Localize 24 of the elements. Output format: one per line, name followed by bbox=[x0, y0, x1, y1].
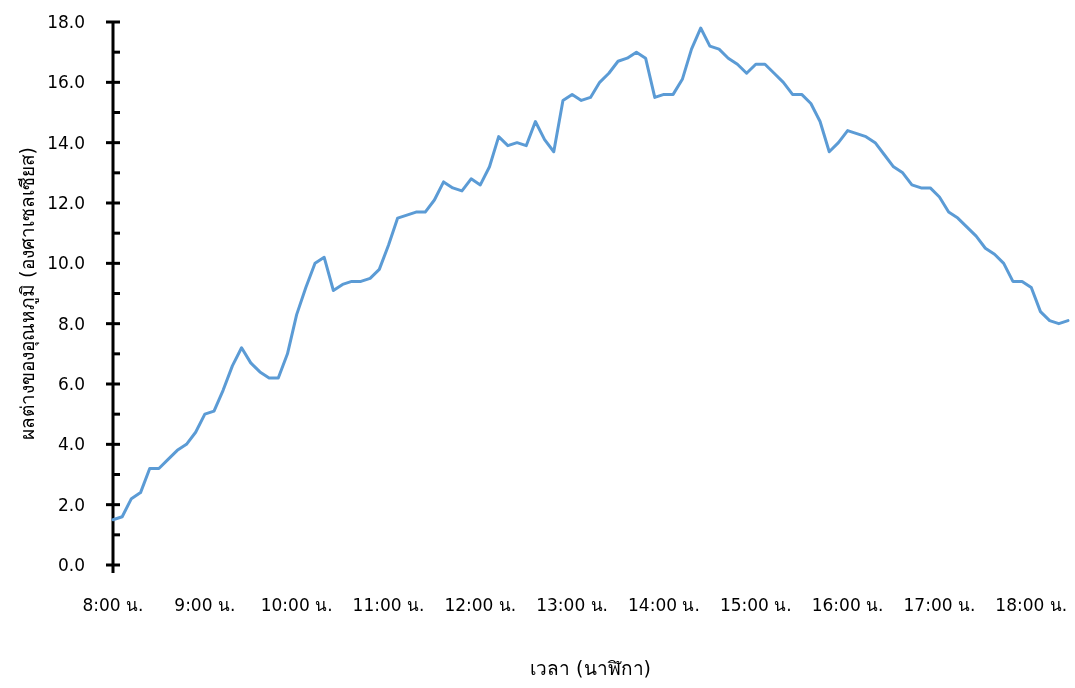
x-tick-label: 9:00 น. bbox=[174, 595, 236, 615]
x-tick-label: 13:00 น. bbox=[536, 595, 609, 615]
y-tick-label: 16.0 bbox=[47, 72, 85, 93]
y-tick-label: 10.0 bbox=[47, 253, 85, 274]
x-tick-label: 15:00 น. bbox=[719, 595, 792, 615]
line-series bbox=[111, 26, 1070, 522]
x-tick-label: 14:00 น. bbox=[628, 595, 700, 615]
y-tick-label: 14.0 bbox=[47, 132, 85, 153]
x-tick-label: 17:00 น. bbox=[903, 595, 976, 615]
x-tick-label: 11:00 น. bbox=[352, 595, 425, 615]
x-tick-label: 10:00 น. bbox=[260, 595, 333, 615]
x-tick-label: 12:00 น. bbox=[444, 595, 517, 615]
y-tick-label: 0.0 bbox=[57, 555, 85, 575]
y-tick-label: 2.0 bbox=[57, 494, 85, 515]
x-tick-label: 8:00 น. bbox=[82, 595, 144, 615]
x-tick-label: 18:00 น. bbox=[995, 595, 1068, 615]
x-tick-label: 16:00 น. bbox=[811, 595, 884, 615]
y-axis-title: ผลต่างของอุณหภูมิ (องศาเซลเซียส) bbox=[16, 147, 40, 440]
x-axis-title: เวลา (นาฬิกา) bbox=[530, 657, 651, 679]
y-tick-label: 6.0 bbox=[57, 374, 85, 394]
y-tick-label: 12.0 bbox=[47, 193, 85, 213]
y-tick-label: 18.0 bbox=[47, 12, 85, 32]
y-tick-label: 4.0 bbox=[57, 434, 85, 455]
y-tick-label: 8.0 bbox=[57, 313, 85, 334]
